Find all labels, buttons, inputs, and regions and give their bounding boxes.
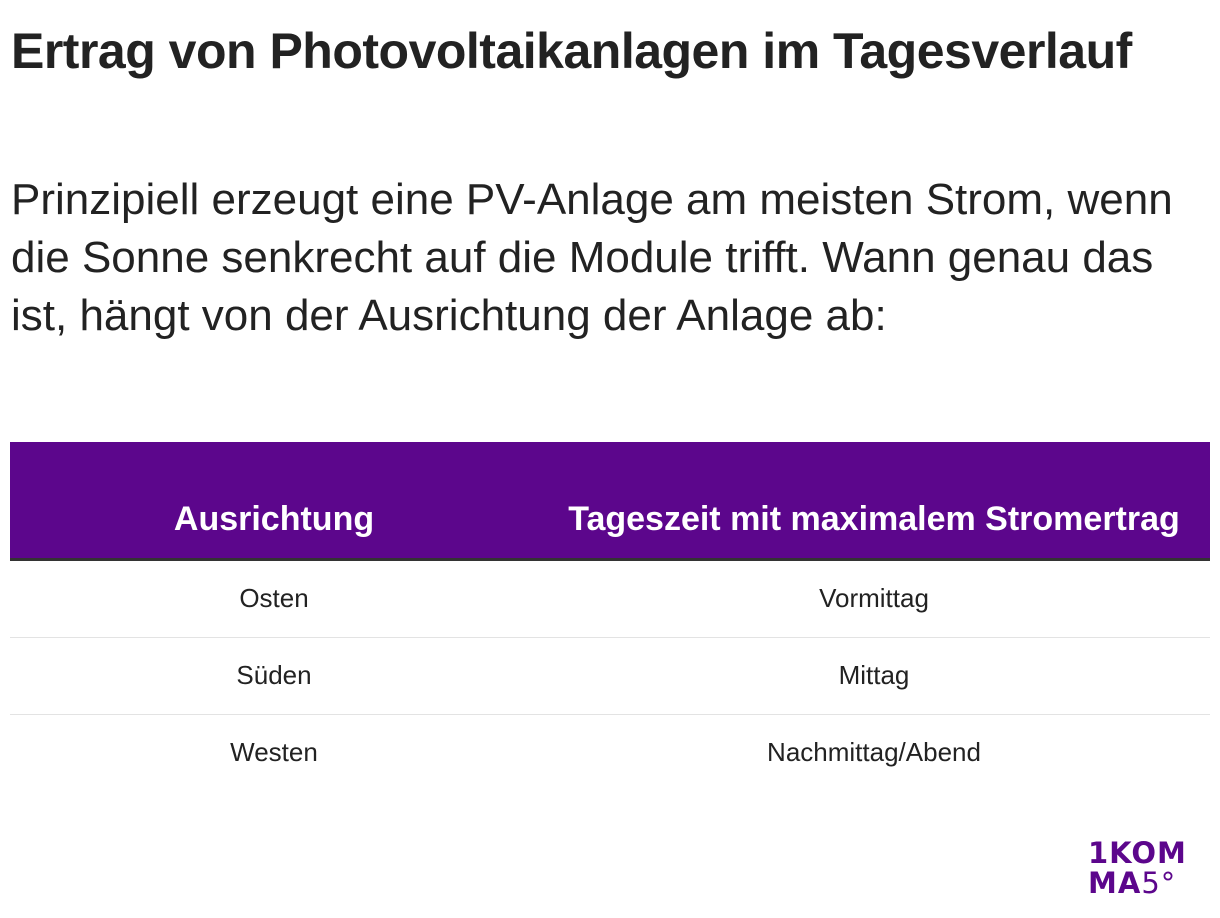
table-cell-time: Nachmittag/Abend — [767, 737, 981, 767]
table-cell-orientation: Süden — [10, 637, 538, 715]
table-cell-orientation: Westen — [230, 737, 318, 767]
table-row: Osten Vormittag — [10, 559, 1210, 638]
table-row: Süden Mittag — [10, 637, 1210, 715]
brand-logo-line-2: MA5° — [1088, 868, 1204, 898]
brand-logo-text-ma: MA — [1088, 866, 1142, 900]
brand-logo: 1KOM MA5° — [1088, 838, 1204, 902]
column-header-ausrichtung: Ausrichtung — [10, 442, 538, 561]
table-body: Osten Vormittag Süden Mittag Westen Nach… — [10, 559, 1210, 791]
table-cell-orientation: Osten — [10, 559, 538, 638]
table-cell-time: Mittag — [538, 637, 1210, 715]
table-cell-time: Vormittag — [538, 559, 1210, 638]
brand-logo-text-5-degree: 5° — [1141, 866, 1177, 900]
table-row: Westen Nachmittag/Abend — [10, 714, 1210, 791]
page-title: Ertrag von Photovoltaikanlagen im Tagesv… — [11, 23, 1132, 79]
column-header-tageszeit: Tageszeit mit maximalem Stromertrag — [538, 442, 1210, 561]
table-header-row: Ausrichtung Tageszeit mit maximalem Stro… — [10, 442, 1210, 561]
table-header: Ausrichtung Tageszeit mit maximalem Stro… — [10, 442, 1210, 561]
page-subtitle: Prinzipiell erzeugt eine PV-Anlage am me… — [11, 175, 1173, 340]
brand-logo-line-1: 1KOM — [1088, 836, 1187, 870]
orientation-table: Ausrichtung Tageszeit mit maximalem Stro… — [10, 442, 1210, 791]
